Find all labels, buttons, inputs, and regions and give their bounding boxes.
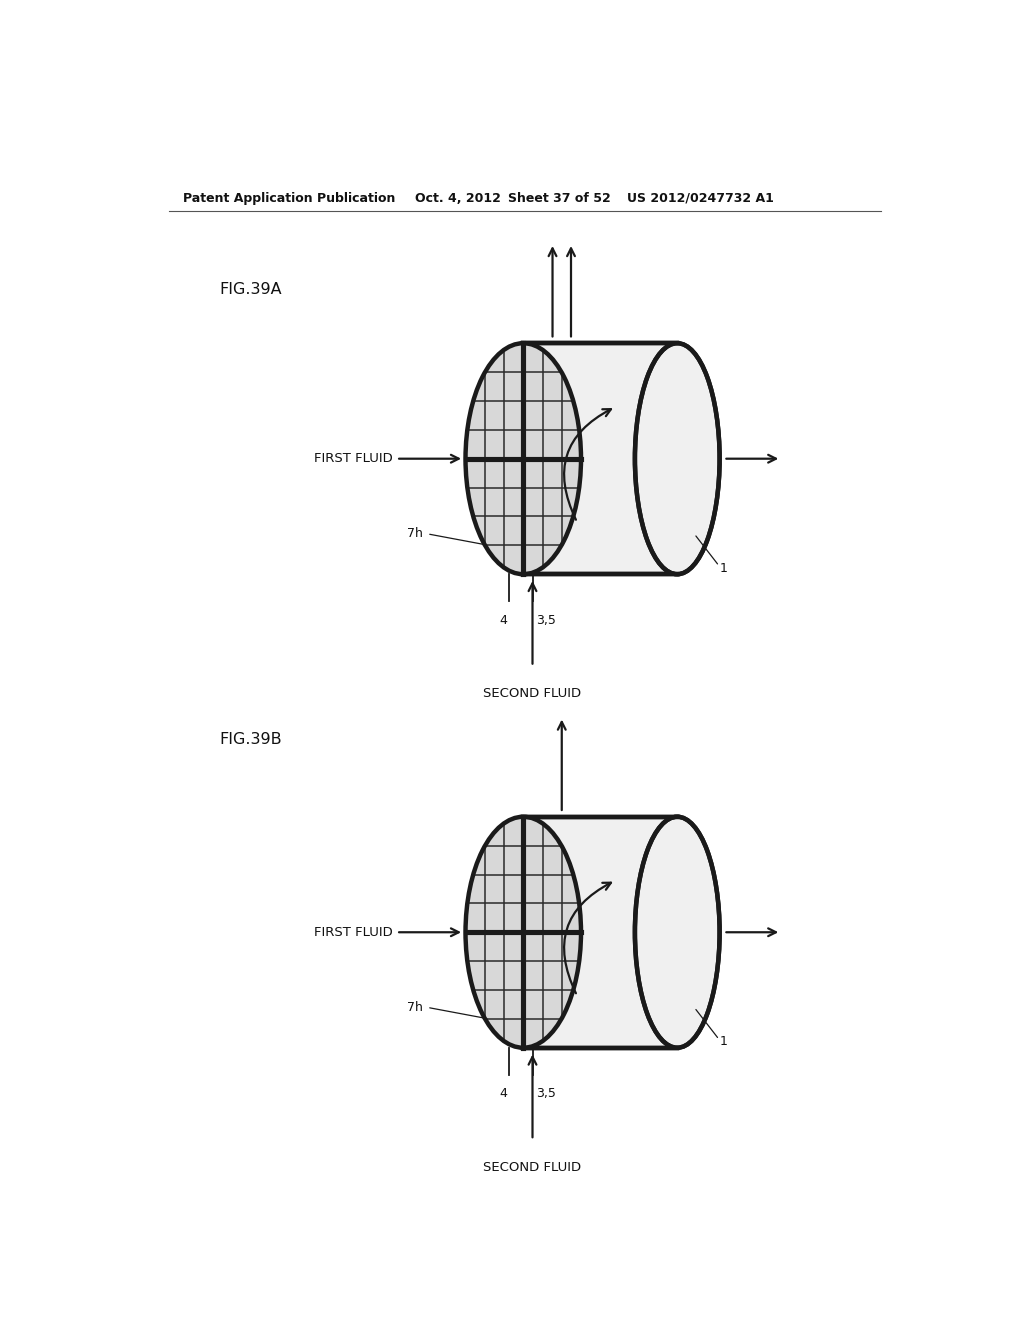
Text: Patent Application Publication: Patent Application Publication (183, 191, 395, 205)
Text: Oct. 4, 2012: Oct. 4, 2012 (416, 191, 502, 205)
Text: 1: 1 (719, 562, 727, 576)
Text: Sheet 37 of 52: Sheet 37 of 52 (508, 191, 610, 205)
Text: SECOND FLUID: SECOND FLUID (483, 686, 582, 700)
Polygon shape (523, 817, 677, 1048)
Ellipse shape (466, 817, 581, 1048)
Text: FIRST FLUID: FIRST FLUID (313, 453, 392, 465)
Ellipse shape (635, 817, 720, 1048)
Text: 1: 1 (719, 1035, 727, 1048)
Polygon shape (523, 343, 677, 574)
Text: 3,5: 3,5 (537, 1088, 556, 1101)
FancyArrowPatch shape (564, 883, 611, 993)
Text: SECOND FLUID: SECOND FLUID (483, 1160, 582, 1173)
Ellipse shape (466, 343, 581, 574)
Text: 4: 4 (500, 1088, 507, 1101)
FancyArrowPatch shape (564, 409, 611, 520)
Text: US 2012/0247732 A1: US 2012/0247732 A1 (628, 191, 774, 205)
Text: 4: 4 (500, 614, 507, 627)
Text: 7h: 7h (408, 527, 423, 540)
Text: FIRST FLUID: FIRST FLUID (313, 925, 392, 939)
Text: 3,5: 3,5 (537, 614, 556, 627)
Ellipse shape (635, 343, 720, 574)
Text: FIG.39B: FIG.39B (219, 733, 282, 747)
Text: 7h: 7h (408, 1001, 423, 1014)
Text: FIG.39A: FIG.39A (219, 281, 282, 297)
